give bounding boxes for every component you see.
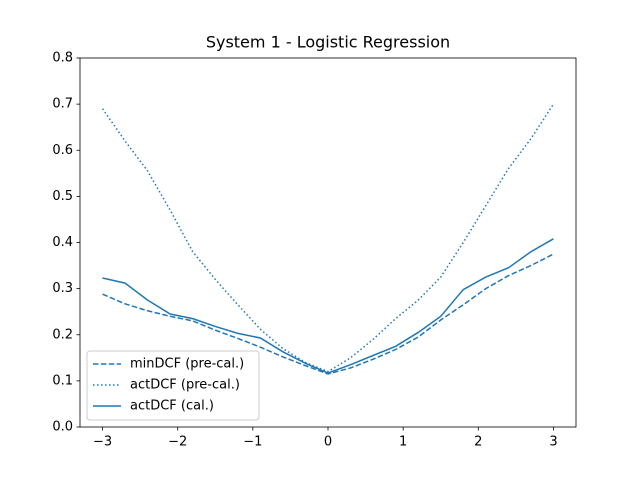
line-series xyxy=(102,238,554,374)
x-tick-label: −1 xyxy=(243,435,262,450)
y-tick-label: 0.8 xyxy=(52,51,73,66)
x-tick-label: −2 xyxy=(168,435,187,450)
x-tick-label: 1 xyxy=(399,435,407,450)
chart-title: System 1 - Logistic Regression xyxy=(206,33,450,52)
legend-box xyxy=(86,350,260,421)
line-series xyxy=(101,103,555,373)
y-tick-label: 0.0 xyxy=(52,420,73,435)
x-tick-label: 0 xyxy=(324,435,332,450)
legend-label: minDCF (pre-cal.) xyxy=(130,357,244,372)
plot-frame xyxy=(79,57,577,428)
y-tick-label: 0.1 xyxy=(52,373,73,388)
y-tick-label: 0.6 xyxy=(52,143,73,158)
line-series xyxy=(102,253,554,375)
y-tick-label: 0.5 xyxy=(52,189,73,204)
x-tick-label: −3 xyxy=(93,435,112,450)
x-tick-label: 2 xyxy=(474,435,482,450)
legend-label: actDCF (cal.) xyxy=(130,399,214,414)
y-tick-label: 0.4 xyxy=(52,235,73,250)
x-tick-label: 3 xyxy=(549,435,557,450)
y-tick-label: 0.7 xyxy=(52,97,73,112)
legend-label: actDCF (pre-cal.) xyxy=(130,378,240,393)
y-tick-label: 0.3 xyxy=(52,281,73,296)
y-tick-label: 0.2 xyxy=(52,327,73,342)
